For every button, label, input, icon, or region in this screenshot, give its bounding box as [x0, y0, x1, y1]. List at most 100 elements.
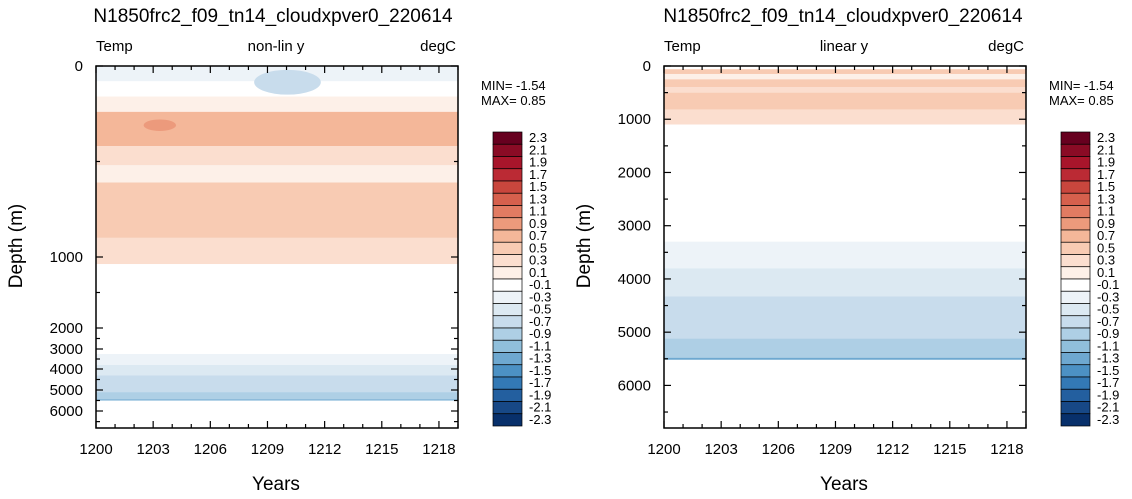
- left-x-tick-label: 1200: [79, 441, 112, 458]
- left-colorbar-box: [492, 376, 523, 390]
- left-colorbar-label: 0.3: [529, 253, 547, 268]
- left-colorbar-label: -0.7: [529, 314, 551, 329]
- right-colorbar-label: 0.9: [1097, 216, 1115, 231]
- left-colorbar-box: [492, 180, 523, 194]
- left-colorbar-box: [492, 339, 523, 353]
- right-plot-area: 1200 1203 1206 1209 1212 1215 1218 0 1000 2000 300…: [618, 58, 1027, 458]
- right-colorbar: 2.32.11.91.71.51.31.10.90.70.50.30.1-0.1…: [1060, 130, 1119, 427]
- left-colorbar-box: [492, 352, 523, 366]
- left-subtitle-scale: non-lin y: [248, 38, 305, 55]
- left-colorbar-label: -0.1: [529, 277, 551, 292]
- left-colorbar-box: [492, 254, 523, 268]
- right-colorbar-label: -1.7: [1097, 375, 1119, 390]
- right-layer-7: [664, 124, 1026, 197]
- right-layer-12: [664, 338, 1026, 358]
- left-y-tick-label: 5000: [50, 382, 83, 399]
- right-x-tick-label: 1218: [990, 441, 1023, 458]
- left-layer-5: [96, 165, 458, 183]
- left-colorbar-label: 1.9: [529, 155, 547, 170]
- right-chart-title: N1850frc2_f09_tn14_cloudxpver0_220614: [663, 6, 1023, 27]
- left-colorbar-label: 2.3: [529, 130, 547, 145]
- left-layer-2: [96, 96, 458, 112]
- right-colorbar-label: 1.3: [1097, 191, 1115, 206]
- left-y-tick-label: 1000: [50, 249, 83, 266]
- right-colorbar-box: [1060, 364, 1091, 378]
- right-colorbar-label: -1.9: [1097, 387, 1119, 402]
- left-colorbar-box: [492, 413, 523, 427]
- left-patch-1: [143, 119, 177, 131]
- left-plot-area: 1200 1203 1206 1209 1212 1215 1218 0 1000 2000 300…: [50, 58, 459, 458]
- left-x-axis-label: Years: [252, 474, 300, 495]
- right-layer-3: [664, 79, 1026, 88]
- right-y-tick-label: 0: [643, 58, 651, 75]
- left-colorbar: 2.32.11.91.71.51.31.10.90.70.50.30.1-0.1…: [492, 130, 551, 427]
- right-max-label: MAX= 0.85: [1049, 93, 1114, 108]
- left-colorbar-box: [492, 192, 523, 206]
- right-layer-0: [664, 66, 1026, 70]
- left-y-tick-label: 2000: [50, 320, 83, 337]
- right-colorbar-box: [1060, 315, 1091, 329]
- left-colorbar-label: 0.9: [529, 216, 547, 231]
- right-colorbar-box: [1060, 352, 1091, 366]
- right-y-tick-label: 1000: [618, 111, 651, 128]
- left-colorbar-label: -2.3: [529, 412, 551, 427]
- left-layer-9: [96, 337, 458, 354]
- right-colorbar-label: -0.3: [1097, 289, 1119, 304]
- left-colorbar-box: [492, 303, 523, 317]
- left-colorbar-label: 1.1: [529, 204, 547, 219]
- left-colorbar-box: [492, 388, 523, 402]
- right-colorbar-label: -2.1: [1097, 400, 1119, 415]
- right-colorbar-box: [1060, 205, 1091, 219]
- right-colorbar-label: -1.3: [1097, 351, 1119, 366]
- left-y-tick-label: 6000: [50, 403, 83, 420]
- right-colorbar-label: -0.9: [1097, 326, 1119, 341]
- left-colorbar-label: -1.5: [529, 363, 551, 378]
- left-colorbar-box: [492, 327, 523, 341]
- right-colorbar-box: [1060, 217, 1091, 231]
- left-colorbar-label: 1.7: [529, 167, 547, 182]
- right-subtitle-scale: linear y: [820, 38, 869, 55]
- left-x-tick-label: 1218: [422, 441, 455, 458]
- right-layer-5: [664, 92, 1026, 110]
- left-colorbar-label: 1.3: [529, 191, 547, 206]
- left-colorbar-box: [492, 278, 523, 292]
- left-colorbar-box: [492, 168, 523, 182]
- right-colorbar-label: 2.3: [1097, 130, 1115, 145]
- right-colorbar-box: [1060, 303, 1091, 317]
- right-x-tick-label: 1212: [876, 441, 909, 458]
- left-colorbar-label: -0.3: [529, 289, 551, 304]
- left-colorbar-box: [492, 205, 523, 219]
- right-min-label: MIN= -1.54: [1049, 78, 1114, 93]
- left-colorbar-box: [492, 156, 523, 170]
- right-colorbar-box: [1060, 180, 1091, 194]
- left-patch-0: [254, 69, 321, 95]
- left-layer-7: [96, 237, 458, 265]
- left-layer-11: [96, 365, 458, 376]
- left-plot-frame: [95, 65, 459, 429]
- right-x-tick-label: 1206: [762, 441, 795, 458]
- left-colorbar-label: -1.7: [529, 375, 551, 390]
- left-colorbar-box: [492, 217, 523, 231]
- right-colorbar-label: 0.1: [1097, 265, 1115, 280]
- right-layer-14: [664, 359, 1026, 428]
- right-colorbar-box: [1060, 241, 1091, 255]
- right-colorbar-box: [1060, 401, 1091, 415]
- right-colorbar-box: [1060, 229, 1091, 243]
- right-subtitle-units: degC: [988, 38, 1024, 55]
- right-y-tick-label: 4000: [618, 271, 651, 288]
- right-y-tick-label: 5000: [618, 324, 651, 341]
- right-colorbar-label: 1.9: [1097, 155, 1115, 170]
- right-x-tick-label: 1209: [819, 441, 852, 458]
- right-colorbar-label: -0.7: [1097, 314, 1119, 329]
- left-x-tick-label: 1203: [136, 441, 169, 458]
- right-x-axis-label: Years: [820, 474, 868, 495]
- right-colorbar-box: [1060, 168, 1091, 182]
- right-colorbar-label: -1.5: [1097, 363, 1119, 378]
- left-colorbar-box: [492, 229, 523, 243]
- left-x-tick-label: 1206: [194, 441, 227, 458]
- left-colorbar-label: 0.5: [529, 240, 547, 255]
- right-colorbar-box: [1060, 388, 1091, 402]
- right-layer-2: [664, 73, 1026, 80]
- right-plot-frame: [663, 65, 1027, 429]
